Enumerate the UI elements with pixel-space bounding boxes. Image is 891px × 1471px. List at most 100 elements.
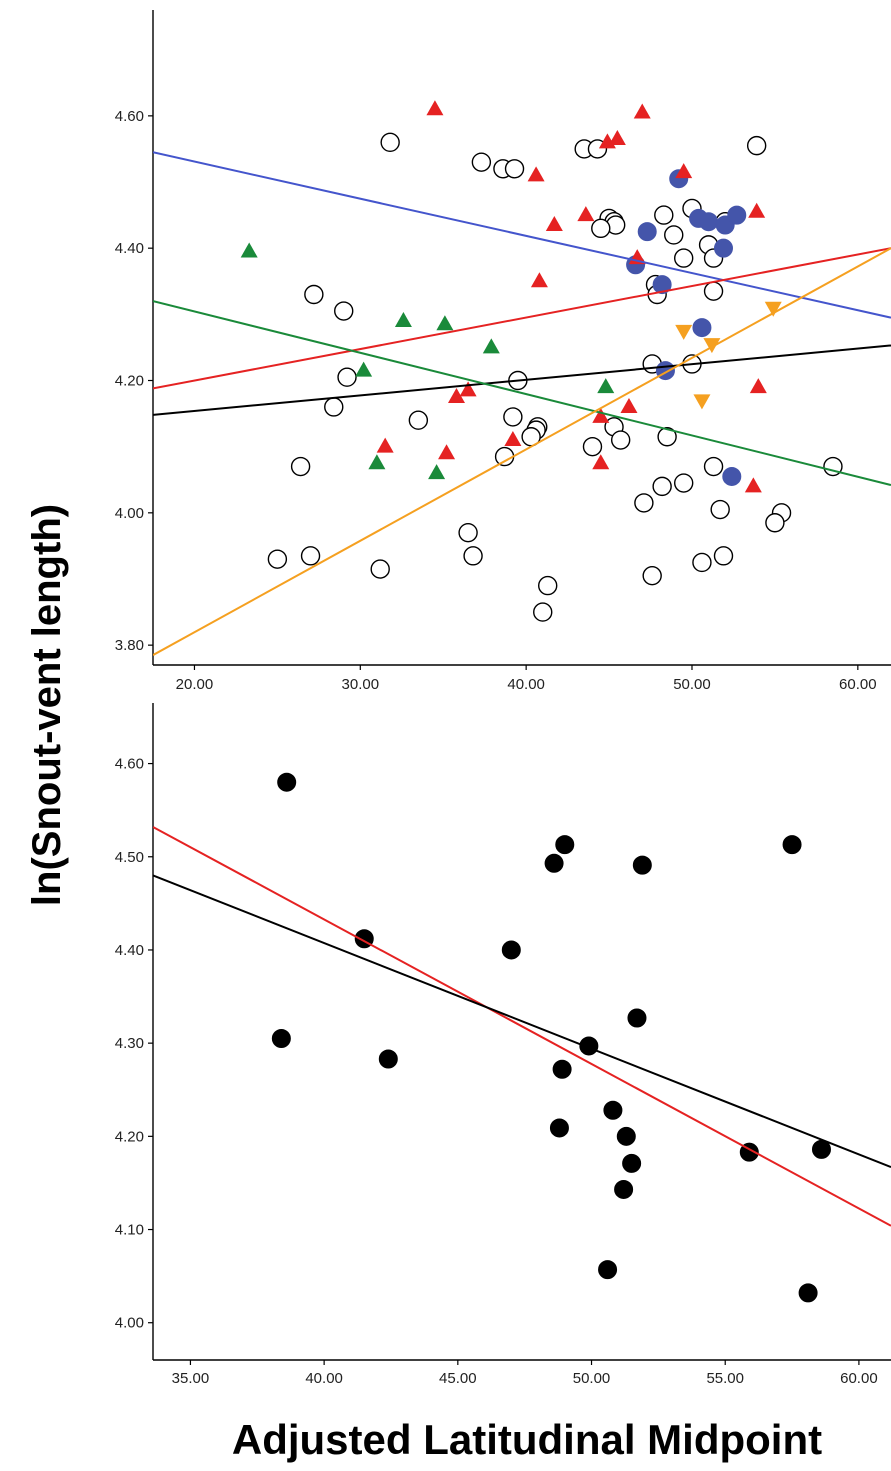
x-tick-label: 40.00 bbox=[305, 1370, 343, 1387]
data-point bbox=[675, 163, 693, 179]
data-point bbox=[727, 205, 747, 225]
fit-line bbox=[153, 826, 891, 1227]
data-point bbox=[544, 853, 564, 873]
data-point bbox=[633, 103, 651, 119]
y-tick-label: 4.00 bbox=[115, 505, 144, 522]
fit-line bbox=[153, 300, 891, 487]
data-point bbox=[675, 324, 693, 340]
data-point bbox=[503, 407, 523, 427]
plot-area bbox=[153, 100, 891, 656]
data-point bbox=[610, 430, 631, 450]
y-tick-label: 4.20 bbox=[115, 1128, 144, 1145]
x-tick-label: 45.00 bbox=[439, 1370, 477, 1387]
data-point bbox=[703, 338, 721, 354]
data-point bbox=[428, 464, 446, 480]
data-point bbox=[394, 311, 412, 327]
bottom-panel: 4.00 4.10 4.20 4.30 4.40 4.50 4.60 35.00 40.00 45… bbox=[115, 703, 891, 1387]
data-point bbox=[240, 242, 258, 258]
y-tick-label: 4.50 bbox=[115, 849, 144, 866]
x-tick-label: 50.00 bbox=[573, 1370, 611, 1387]
data-point bbox=[436, 315, 454, 331]
plot-area bbox=[153, 772, 891, 1303]
data-point bbox=[673, 248, 694, 268]
data-point bbox=[355, 361, 373, 377]
y-tick-label: 4.00 bbox=[115, 1315, 144, 1332]
data-point bbox=[447, 388, 465, 404]
y-tick-label: 4.60 bbox=[115, 108, 144, 125]
data-point bbox=[713, 238, 733, 258]
data-point bbox=[765, 513, 785, 533]
data-point bbox=[713, 546, 734, 566]
fit-line bbox=[153, 344, 891, 416]
data-point bbox=[620, 397, 638, 413]
fit-line bbox=[153, 874, 891, 1169]
y-tick-label: 4.30 bbox=[115, 1035, 144, 1052]
data-point bbox=[592, 407, 610, 423]
data-point bbox=[552, 1059, 572, 1079]
data-point bbox=[368, 454, 386, 470]
data-point bbox=[616, 1126, 636, 1146]
data-point bbox=[654, 205, 674, 225]
data-point bbox=[598, 1260, 618, 1280]
data-point bbox=[380, 132, 400, 153]
data-point bbox=[692, 552, 712, 573]
data-point bbox=[637, 222, 657, 242]
x-tick-label: 35.00 bbox=[172, 1370, 210, 1387]
data-point bbox=[693, 394, 711, 410]
data-point bbox=[494, 446, 515, 467]
x-tick-label: 50.00 bbox=[673, 676, 711, 693]
data-point bbox=[622, 1153, 642, 1173]
data-point bbox=[277, 772, 297, 792]
y-tick-label: 3.80 bbox=[115, 637, 144, 654]
y-tick-label: 4.10 bbox=[115, 1222, 144, 1239]
top-panel: 3.80 4.00 4.20 4.40 4.60 20.00 30.00 40.00 50.00… bbox=[115, 10, 891, 693]
data-point bbox=[378, 1049, 398, 1069]
data-point bbox=[699, 212, 719, 232]
data-point bbox=[408, 410, 429, 430]
data-point bbox=[334, 301, 354, 321]
data-point bbox=[304, 284, 324, 305]
data-point bbox=[703, 456, 724, 477]
data-point bbox=[426, 100, 444, 116]
fit-line bbox=[153, 247, 891, 390]
data-point bbox=[664, 225, 684, 245]
data-point bbox=[482, 338, 500, 354]
data-point bbox=[300, 546, 321, 566]
fit-line bbox=[153, 247, 891, 656]
data-point bbox=[592, 454, 610, 470]
data-point bbox=[459, 381, 477, 397]
data-point bbox=[614, 1179, 634, 1199]
data-point bbox=[527, 166, 545, 182]
data-point bbox=[749, 378, 767, 394]
data-point bbox=[577, 206, 595, 222]
y-tick-label: 4.60 bbox=[115, 756, 144, 773]
data-point bbox=[271, 1028, 291, 1048]
data-point bbox=[591, 218, 611, 239]
data-point bbox=[673, 473, 694, 493]
y-tick-label: 4.40 bbox=[115, 942, 144, 959]
data-point bbox=[642, 565, 662, 586]
data-point bbox=[463, 546, 483, 566]
x-tick-label: 20.00 bbox=[176, 676, 214, 693]
data-point bbox=[746, 135, 767, 156]
data-point bbox=[290, 456, 311, 477]
data-point bbox=[748, 202, 766, 218]
data-point bbox=[798, 1283, 818, 1303]
data-point bbox=[764, 301, 782, 317]
data-point bbox=[627, 1008, 647, 1028]
fit-line bbox=[153, 151, 891, 319]
data-point bbox=[692, 318, 712, 338]
data-point bbox=[376, 437, 394, 453]
data-point bbox=[597, 378, 615, 394]
data-point bbox=[652, 275, 672, 295]
data-point bbox=[504, 431, 522, 447]
data-point bbox=[538, 575, 558, 596]
data-point bbox=[652, 476, 672, 497]
x-axis-title: Adjusted Latitudinal Midpoint bbox=[232, 1416, 822, 1463]
x-tick-label: 55.00 bbox=[706, 1370, 744, 1387]
data-point bbox=[471, 152, 492, 172]
x-tick-label: 60.00 bbox=[839, 676, 877, 693]
x-tick-label: 60.00 bbox=[840, 1370, 878, 1387]
data-point bbox=[634, 493, 654, 513]
